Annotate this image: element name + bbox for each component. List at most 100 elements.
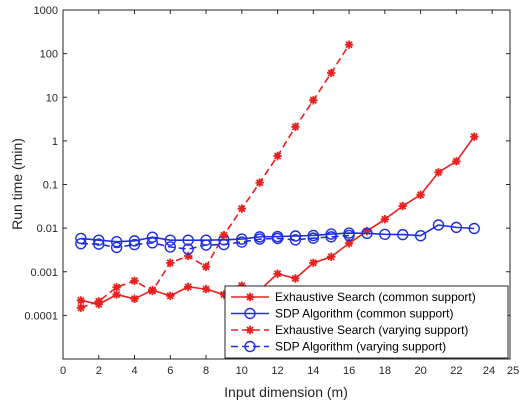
legend-item: Exhaustive Search (common support) <box>231 290 476 304</box>
y-tick-label: 0.1 <box>43 180 58 192</box>
x-tick-label: 2 <box>96 365 102 377</box>
data-point <box>434 168 443 177</box>
data-point <box>380 215 390 224</box>
x-tick-label: 18 <box>379 365 391 377</box>
x-tick-label: 24 <box>483 365 495 377</box>
y-tick-label: 1000 <box>34 5 58 17</box>
data-point <box>450 221 463 234</box>
data-point <box>94 297 103 306</box>
data-point <box>309 96 318 105</box>
data-point <box>289 234 302 246</box>
x-tick-label: 16 <box>343 365 355 377</box>
data-point <box>148 286 157 296</box>
data-point <box>112 283 121 292</box>
plot-frame <box>62 9 511 360</box>
data-point <box>273 151 282 161</box>
data-point <box>110 241 123 254</box>
data-point <box>128 235 141 247</box>
x-axis-label: Input dimension (m) <box>224 384 348 400</box>
data-point <box>128 238 141 251</box>
data-point <box>468 222 480 235</box>
data-point <box>343 229 355 242</box>
legend-marker <box>245 325 255 335</box>
y-tick-label: 100 <box>40 49 58 61</box>
y-axis-label: Run time (min) <box>9 138 25 230</box>
data-point <box>146 237 159 249</box>
data-point <box>470 132 479 141</box>
series-3 <box>76 40 354 312</box>
data-point <box>130 276 139 286</box>
data-point <box>112 290 121 299</box>
data-point <box>344 239 354 248</box>
data-point <box>309 258 318 268</box>
x-tick-label: 20 <box>414 365 426 377</box>
x-tick-label: 12 <box>271 365 283 377</box>
data-point <box>236 236 248 248</box>
data-point <box>218 238 230 251</box>
x-tick-label: 14 <box>307 365 319 377</box>
y-tick-label: 0.01 <box>37 223 58 235</box>
series-4 <box>75 229 355 255</box>
data-point <box>327 68 336 78</box>
data-point <box>182 234 194 246</box>
data-point <box>75 232 87 245</box>
x-tick-label: 0 <box>60 365 66 377</box>
legend-marker <box>245 292 255 302</box>
data-point <box>271 232 284 245</box>
data-point <box>201 262 211 271</box>
x-tick-label: 8 <box>203 365 209 377</box>
legend-item: Exhaustive Search (varying support) <box>231 323 468 337</box>
data-point <box>253 233 266 245</box>
data-point <box>255 178 264 187</box>
y-tick-label: 10 <box>46 92 58 104</box>
data-point <box>76 296 86 305</box>
data-point <box>130 294 139 303</box>
data-point <box>291 274 300 283</box>
data-point <box>432 219 445 231</box>
data-point <box>416 190 425 200</box>
data-point <box>219 230 229 240</box>
legend-label: SDP Algorithm (varying support) <box>275 340 446 354</box>
data-point <box>200 239 212 251</box>
legend-item: SDP Algorithm (varying support) <box>231 340 446 354</box>
data-point <box>237 204 246 213</box>
data-point <box>398 201 407 211</box>
data-point <box>325 231 337 243</box>
data-point <box>201 284 211 294</box>
legend-item: SDP Algorithm (common support) <box>231 307 454 321</box>
data-point <box>273 269 282 278</box>
legend-label: Exhaustive Search (varying support) <box>275 323 468 337</box>
data-point <box>219 290 229 299</box>
data-point <box>325 228 337 240</box>
data-point <box>166 258 175 268</box>
data-point <box>397 228 409 241</box>
data-point <box>414 230 427 242</box>
legend-label: SDP Algorithm (common support) <box>275 307 454 321</box>
data-point <box>166 291 175 301</box>
data-point <box>236 233 248 245</box>
data-point <box>361 227 373 240</box>
data-point <box>110 235 123 248</box>
data-point <box>93 234 105 246</box>
data-point <box>76 303 86 312</box>
data-point <box>183 251 193 261</box>
data-point <box>379 228 391 241</box>
legend-box <box>224 285 509 359</box>
legend-label: Exhaustive Search (common support) <box>275 290 476 304</box>
data-point <box>344 40 354 49</box>
data-point <box>75 237 87 250</box>
series-line <box>80 234 350 250</box>
y-tick-label: 0.001 <box>30 267 58 279</box>
y-tick-label: 0.0001 <box>24 310 58 322</box>
x-tick-label: 25 <box>507 365 519 377</box>
data-point <box>164 234 176 246</box>
data-point <box>93 238 105 250</box>
data-point <box>182 243 194 255</box>
x-tick-label: 6 <box>167 365 173 377</box>
data-point <box>327 252 336 262</box>
legend-marker <box>244 307 256 320</box>
data-point <box>291 122 300 132</box>
data-point <box>452 157 461 166</box>
